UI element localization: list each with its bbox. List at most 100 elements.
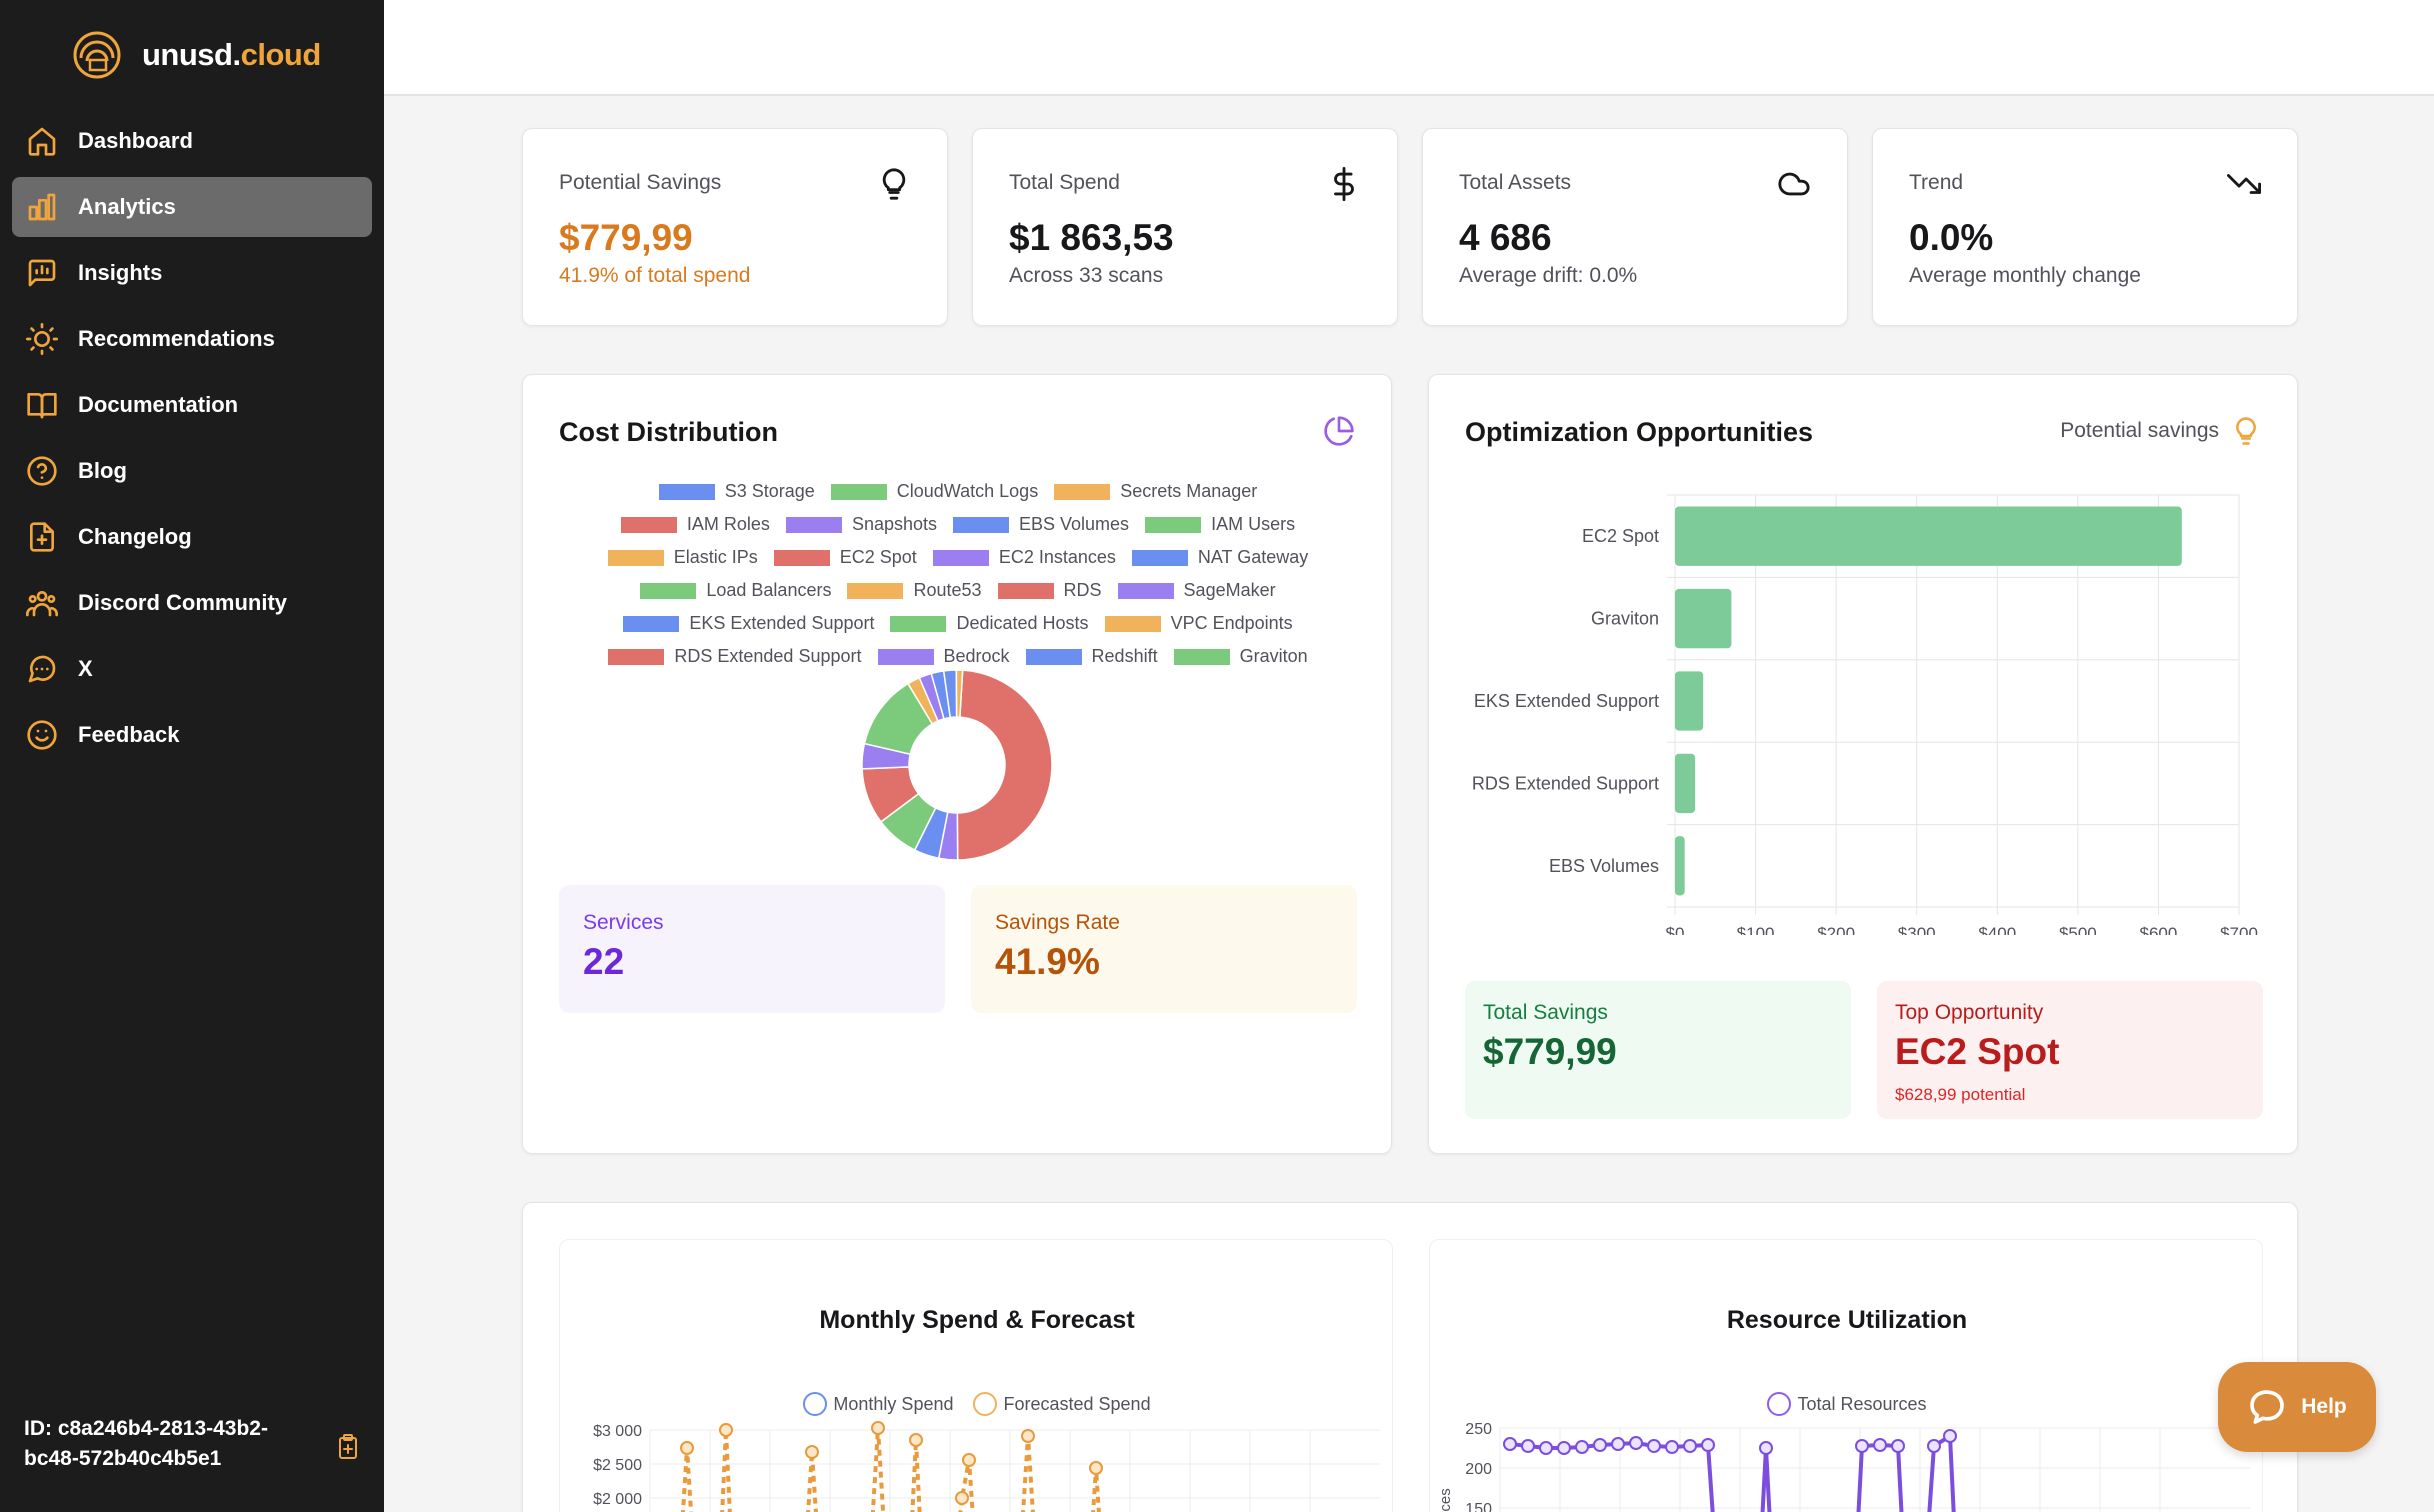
pie-slice[interactable] [956,669,1053,861]
x-tick-label: $200 [1817,924,1855,935]
legend-item[interactable]: Dedicated Hosts [890,613,1089,634]
help-circle-icon [27,456,57,486]
legend-swatch [785,516,842,533]
bar[interactable] [1675,671,1704,731]
brand-logo[interactable]: unusd.cloud [72,30,321,80]
legend-item[interactable]: EC2 Spot [773,547,917,568]
legend-row: S3 Storage CloudWatch Logs Secrets Manager [523,475,1393,508]
legend-item[interactable]: EKS Extended Support [623,613,874,634]
legend-label: IAM Users [1211,514,1296,534]
sidebar-item-insights[interactable]: Insights [12,243,372,303]
sidebar-item-blog[interactable]: Blog [12,441,372,501]
savings-rate-value: 41.9% [995,941,1100,982]
legend-monthly-spend[interactable]: Monthly Spend [803,1392,953,1416]
legend-label: RDS Extended Support [674,646,862,666]
pie-slice[interactable] [955,669,964,718]
legend-swatch [997,582,1054,599]
cloud-icon [1778,172,1810,196]
home-icon [28,127,56,156]
legend-swatch [607,549,664,566]
sidebar-item-label: Feedback [78,722,180,747]
legend-item[interactable]: EC2 Instances [932,547,1116,568]
lightbulb-icon [2236,417,2256,445]
top-bar [384,0,2434,96]
bar[interactable] [1675,506,2182,566]
smile-icon [27,720,57,750]
message-circle-icon [28,655,56,683]
sidebar-item-feedback[interactable]: Feedback [12,705,372,765]
sidebar-item-x[interactable]: X [12,639,372,699]
resource-utilization-chart: 250 200 150 Resources [1437,1421,2250,1512]
y-tick: $2 000 [593,1491,642,1508]
legend-item[interactable]: Secrets Manager [1054,481,1257,502]
top-opportunity-card: Top Opportunity EC2 Spot $628,99 potenti… [1877,981,2263,1119]
legend-item[interactable]: IAM Users [1145,514,1295,535]
clipboard-icon[interactable] [336,1434,360,1460]
y-tick: 250 [1465,1421,1492,1438]
sidebar-item-analytics[interactable]: Analytics [12,177,372,237]
legend-item[interactable]: Bedrock [877,646,1010,667]
legend-label: Load Balancers [706,580,832,600]
legend-row: IAM Roles Snapshots EBS Volumes IAM Users [523,508,1393,541]
sidebar-item-label: Changelog [78,524,192,549]
legend-item[interactable]: EBS Volumes [953,514,1129,535]
legend-swatch [1025,648,1082,665]
sidebar-item-label: Recommendations [78,326,275,351]
sidebar-item-label: X [78,656,93,681]
total-savings-value: $779,99 [1483,1031,1617,1072]
bar[interactable] [1675,753,1696,814]
total-savings-card: Total Savings $779,99 [1465,981,1851,1119]
help-button[interactable]: Help [2218,1362,2376,1452]
legend-item[interactable]: Redshift [1025,646,1158,667]
potential-savings-label: Potential savings [2060,419,2219,442]
legend-item[interactable]: CloudWatch Logs [830,481,1038,502]
legend-label: IAM Roles [686,514,770,534]
stat-label: Trend [1909,171,1964,194]
panel-title: Cost Distribution [559,417,778,447]
forecast-line [680,1427,1101,1512]
brand-name: unusd.cloud [142,37,321,72]
sidebar-item-changelog[interactable]: Changelog [12,507,372,567]
legend-item[interactable]: IAM Roles [620,514,770,535]
stat-card-total-spend: Total Spend $1 863,53 Across 33 scans [972,128,1398,326]
legend-forecasted-spend[interactable]: Forecasted Spend [973,1392,1151,1416]
legend-item[interactable]: RDS [997,580,1102,601]
top-opportunity-label: Top Opportunity [1895,1001,2044,1024]
category-label: EKS Extended Support [1474,691,1659,711]
legend-item[interactable]: Snapshots [785,514,937,535]
legend-item[interactable]: SageMaker [1117,580,1276,601]
trends-panel: Monthly Spend & Forecast Monthly Spend F… [522,1202,2298,1512]
legend-swatch [640,582,697,599]
bar[interactable] [1675,588,1732,649]
bar[interactable] [1675,836,1685,896]
legend-label: NAT Gateway [1197,547,1309,567]
monthly-spend-card: Monthly Spend & Forecast Monthly Spend F… [559,1239,1393,1512]
legend-swatch [773,549,830,566]
legend-label: EKS Extended Support [689,613,875,633]
legend-item[interactable]: Load Balancers [640,580,831,601]
sidebar-item-label: Dashboard [78,128,193,153]
cost-distribution-panel: Cost Distribution S3 Storage CloudWatch L… [522,374,1392,1154]
legend-item[interactable]: NAT Gateway [1131,547,1309,568]
legend-item[interactable]: S3 Storage [658,481,815,502]
sidebar-item-dashboard[interactable]: Dashboard [12,111,372,171]
sidebar-item-discord[interactable]: Discord Community [12,573,372,633]
legend-label: Snapshots [851,514,937,534]
monthly-legend: Monthly Spend Forecasted Spend [560,1392,1394,1416]
legend-swatch [1104,615,1161,632]
x-tick-label: $500 [2059,924,2097,935]
legend-item[interactable]: Route53 [847,580,982,601]
legend-item[interactable]: VPC Endpoints [1104,613,1293,634]
stat-sub: Average drift: 0.0% [1459,264,1638,287]
total-savings-label: Total Savings [1483,1001,1608,1024]
legend-total-resources[interactable]: Total Resources [1767,1392,1927,1416]
legend-item[interactable]: Graviton [1173,646,1308,667]
sidebar-item-documentation[interactable]: Documentation [12,375,372,435]
pie-chart-icon[interactable] [1323,415,1355,447]
legend-item[interactable]: RDS Extended Support [608,646,862,667]
sidebar-item-label: Blog [78,458,127,483]
legend-row: Elastic IPs EC2 Spot EC2 Instances NAT Gate… [523,541,1393,574]
legend-item[interactable]: Elastic IPs [607,547,758,568]
sidebar-item-recommendations[interactable]: Recommendations [12,309,372,369]
legend-label: SageMaker [1183,580,1276,600]
